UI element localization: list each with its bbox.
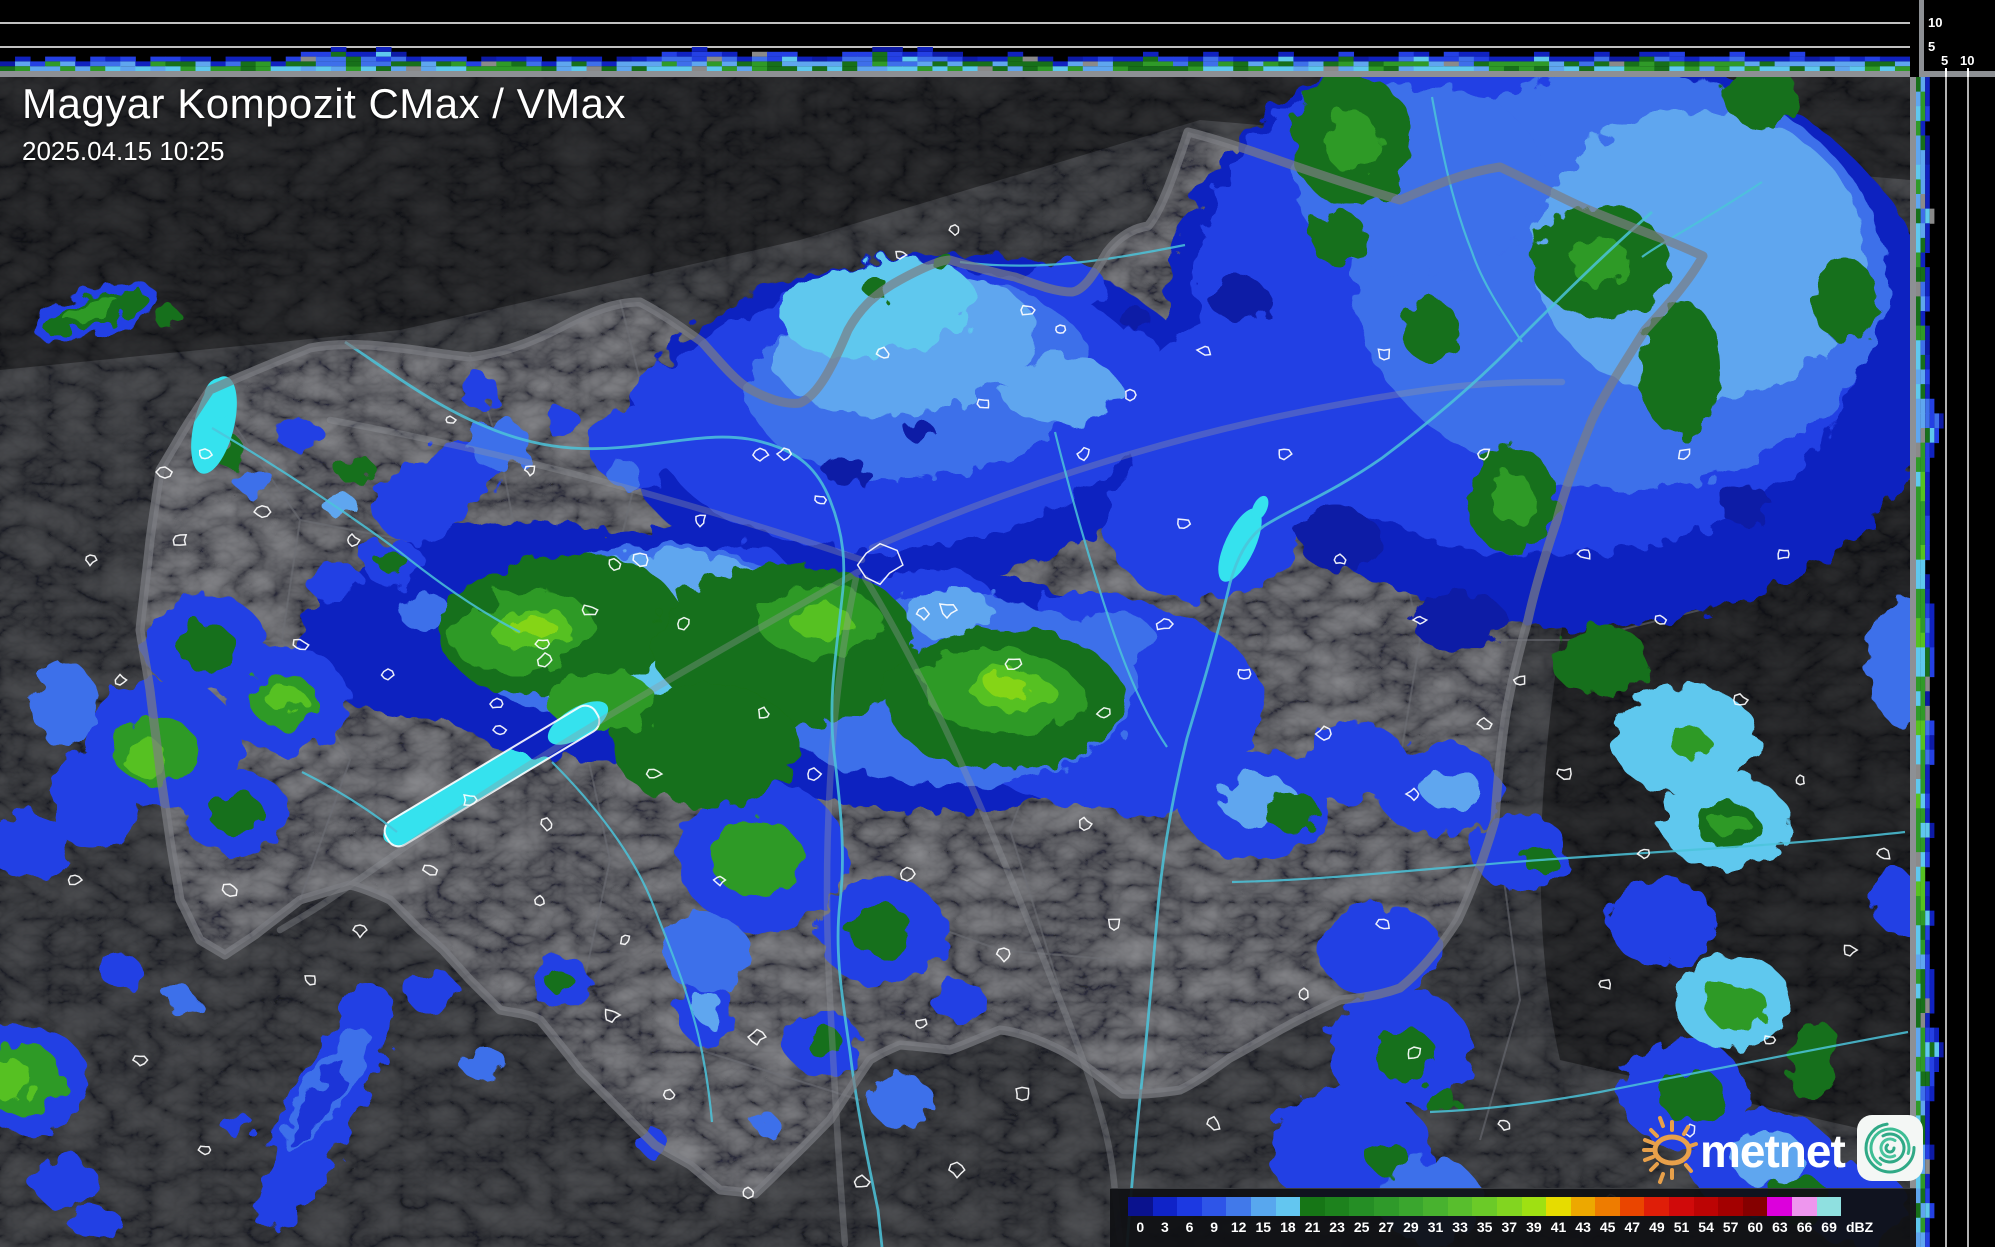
legend-cell xyxy=(1349,1197,1374,1216)
page-title: Magyar Kompozit CMax / VMax xyxy=(22,80,627,127)
metnet-app-icon xyxy=(1857,1115,1923,1181)
legend-tick: 45 xyxy=(1599,1219,1616,1235)
timestamp: 2025.04.15 10:25 xyxy=(22,136,225,166)
legend-cell xyxy=(1201,1197,1227,1216)
legend-tick: 31 xyxy=(1427,1219,1444,1235)
legend-tick: 35 xyxy=(1476,1219,1493,1235)
river-tisza xyxy=(1125,210,1653,1247)
legend-tick: 66 xyxy=(1796,1219,1813,1235)
legend-tick: 3 xyxy=(1160,1219,1169,1235)
legend-tick: 9 xyxy=(1210,1219,1218,1235)
radar-map xyxy=(0,77,1910,1247)
legend-tick: 18 xyxy=(1280,1219,1296,1235)
legend-tick: 0 xyxy=(1136,1219,1145,1235)
metnet-logo: metnet xyxy=(1638,1108,1928,1188)
legend-cell xyxy=(1226,1197,1251,1216)
legend-tick: 12 xyxy=(1230,1219,1247,1235)
right-separator xyxy=(1910,77,1916,1247)
legend-tick: 43 xyxy=(1575,1219,1591,1235)
legend-cell xyxy=(1644,1197,1670,1216)
top-profile-data xyxy=(0,47,1910,71)
legend-tick: 33 xyxy=(1452,1219,1468,1235)
top-vmax-profile xyxy=(0,0,1910,77)
legend-cell xyxy=(1447,1197,1473,1216)
lake-balaton-shoreline xyxy=(383,704,601,848)
legend-tick: 57 xyxy=(1722,1219,1739,1235)
legend-cell xyxy=(1595,1197,1620,1216)
sun-icon xyxy=(1642,1116,1698,1184)
legend-tick: 54 xyxy=(1698,1219,1714,1235)
height-label-10km-h: 10 xyxy=(1960,53,1975,68)
legend-tick: 39 xyxy=(1526,1219,1542,1235)
legend-cell xyxy=(1398,1197,1424,1216)
legend-tick: 37 xyxy=(1501,1219,1518,1235)
lake-tisza-north xyxy=(1251,495,1269,521)
legend-cell xyxy=(1250,1197,1276,1216)
axis-tick-10 xyxy=(1967,68,1969,77)
lake-balaton-sw xyxy=(383,804,437,844)
legend-cell xyxy=(1521,1197,1547,1216)
legend-tick: 15 xyxy=(1255,1219,1272,1235)
legend-tick: 25 xyxy=(1353,1219,1370,1235)
legend-tick: 49 xyxy=(1649,1219,1665,1235)
legend-cell xyxy=(1128,1197,1153,1216)
height-label-5km-h: 5 xyxy=(1941,53,1949,68)
legend-tick: 29 xyxy=(1403,1219,1419,1235)
legend-tick: 63 xyxy=(1772,1219,1788,1235)
legend-cell xyxy=(1570,1197,1596,1216)
legend-tick: 60 xyxy=(1747,1219,1764,1235)
legend-tick: 23 xyxy=(1329,1219,1345,1235)
motorways xyxy=(276,378,1566,1247)
legend-cell xyxy=(1423,1197,1448,1216)
legend-cell xyxy=(1718,1197,1743,1216)
lake-tisza xyxy=(1218,508,1262,582)
legend-cell xyxy=(1152,1197,1178,1216)
height-label-10km: 10 xyxy=(1928,15,1943,30)
metnet-wordmark: metnet xyxy=(1700,1125,1846,1177)
height-label-5km: 5 xyxy=(1928,39,1936,54)
legend-cell xyxy=(1816,1197,1842,1216)
legend-cell xyxy=(1324,1197,1350,1216)
lake-balaton-ne xyxy=(547,701,609,745)
legend-cell xyxy=(1742,1197,1768,1216)
profile-axis-corner: 10 5 5 10 xyxy=(1910,0,1995,77)
legend-tick: 41 xyxy=(1550,1219,1567,1235)
legend-cell xyxy=(1693,1197,1719,1216)
axis-tick-5 xyxy=(1945,68,1947,77)
legend-cell xyxy=(1300,1197,1325,1216)
legend-cell xyxy=(1546,1197,1571,1216)
legend-tick: 47 xyxy=(1624,1219,1641,1235)
legend-cell xyxy=(1619,1197,1645,1216)
river-danube xyxy=(344,340,884,1247)
top-separator xyxy=(0,71,1910,77)
legend-cell xyxy=(1767,1197,1793,1216)
corner-separator-h xyxy=(1919,71,1995,77)
legend-unit: dBZ xyxy=(1846,1219,1874,1235)
legend-tick: 21 xyxy=(1304,1219,1321,1235)
legend-tick: 6 xyxy=(1185,1219,1194,1235)
legend-color-cells xyxy=(1128,1197,1842,1216)
north-mountains-shade xyxy=(0,77,1910,370)
legend-cell xyxy=(1792,1197,1817,1216)
legend-tick: 51 xyxy=(1673,1219,1690,1235)
legend-cell xyxy=(1472,1197,1497,1216)
dbz-legend: 0 3 6 9 12 15 18 21 23 25 27 29 31 33 35 37 39 41 43 45 47 49… xyxy=(1110,1188,1916,1247)
legend-cell xyxy=(1177,1197,1202,1216)
legend-cell xyxy=(1496,1197,1522,1216)
rivers xyxy=(211,96,1909,1247)
legend-cell xyxy=(1669,1197,1694,1216)
legend-cell xyxy=(1373,1197,1399,1216)
legend-cell xyxy=(1275,1197,1301,1216)
legend-tick: 69 xyxy=(1821,1219,1837,1235)
right-vmax-profile xyxy=(1910,77,1995,1247)
corner-separator-v xyxy=(1919,0,1924,77)
title-block: Magyar Kompozit CMax / VMax 2025.04.15 1… xyxy=(22,80,626,167)
legend-tick: 27 xyxy=(1378,1219,1395,1235)
